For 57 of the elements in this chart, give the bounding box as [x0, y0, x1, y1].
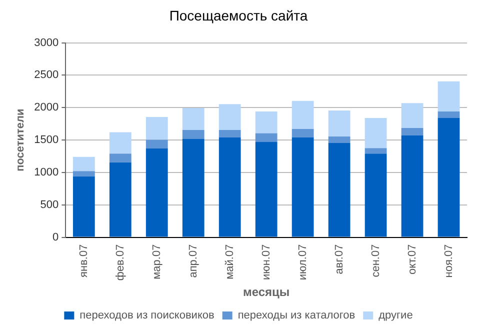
x-tick-label: янв.07: [78, 244, 90, 278]
bar: [218, 130, 241, 138]
bar: [218, 137, 241, 237]
x-tick-label: окт.07: [406, 244, 418, 274]
bar: [401, 136, 424, 237]
bar: [364, 148, 387, 154]
bar: [328, 136, 350, 143]
x-tick-label: май.07: [224, 244, 236, 280]
bar: [146, 140, 168, 148]
x-tick-label: июн.07: [260, 244, 272, 280]
bar: [109, 132, 132, 154]
bar: [109, 162, 132, 237]
bar: [438, 118, 460, 237]
bar: [218, 104, 241, 130]
y-tick-label: 1000: [34, 166, 59, 178]
bar: [401, 128, 424, 136]
chart-title: Посещаемость сайта: [169, 7, 308, 24]
x-tick-label: апр.07: [187, 244, 200, 278]
x-axis-title: месяцы: [242, 285, 290, 300]
y-tick-label: 500: [40, 198, 59, 211]
bar: [182, 130, 204, 139]
bar: [182, 108, 204, 130]
y-tick-label: 1500: [34, 134, 59, 146]
x-tick-label: июл.07: [296, 244, 309, 280]
x-tick-label: сен.07: [370, 244, 382, 278]
bar: [182, 138, 204, 237]
y-tick-label: 0: [52, 231, 59, 244]
bar: [292, 100, 314, 130]
bar: [146, 148, 168, 237]
bar: [438, 112, 460, 118]
x-tick-label: ноя.07: [442, 244, 455, 278]
bar: [328, 142, 350, 237]
bar: [328, 110, 350, 136]
y-tick-label: 3000: [34, 36, 59, 49]
bar: [255, 133, 278, 142]
y-axis-title: посетители: [14, 108, 27, 172]
legend-label: переходов из поисковиков: [80, 310, 214, 322]
y-tick-label: 2000: [34, 102, 59, 114]
bar: [255, 112, 278, 134]
bar: [292, 129, 314, 138]
bar: [364, 154, 387, 237]
bar: [72, 176, 95, 237]
bar: [364, 118, 387, 148]
x-tick-label: мар.07: [150, 244, 163, 280]
bar: [255, 142, 278, 237]
bar: [401, 103, 424, 128]
bar: [438, 81, 460, 112]
legend-label: переходы из каталогов: [238, 310, 356, 322]
bar: [146, 117, 168, 140]
x-tick-label: фев.07: [114, 244, 126, 281]
bar: [72, 171, 95, 176]
bar: [109, 154, 132, 162]
legend-label: другие: [378, 310, 413, 322]
x-tick-label: авг.07: [333, 244, 346, 274]
y-tick-label: 2500: [34, 69, 59, 82]
bar: [292, 137, 314, 237]
bar: [72, 156, 95, 172]
